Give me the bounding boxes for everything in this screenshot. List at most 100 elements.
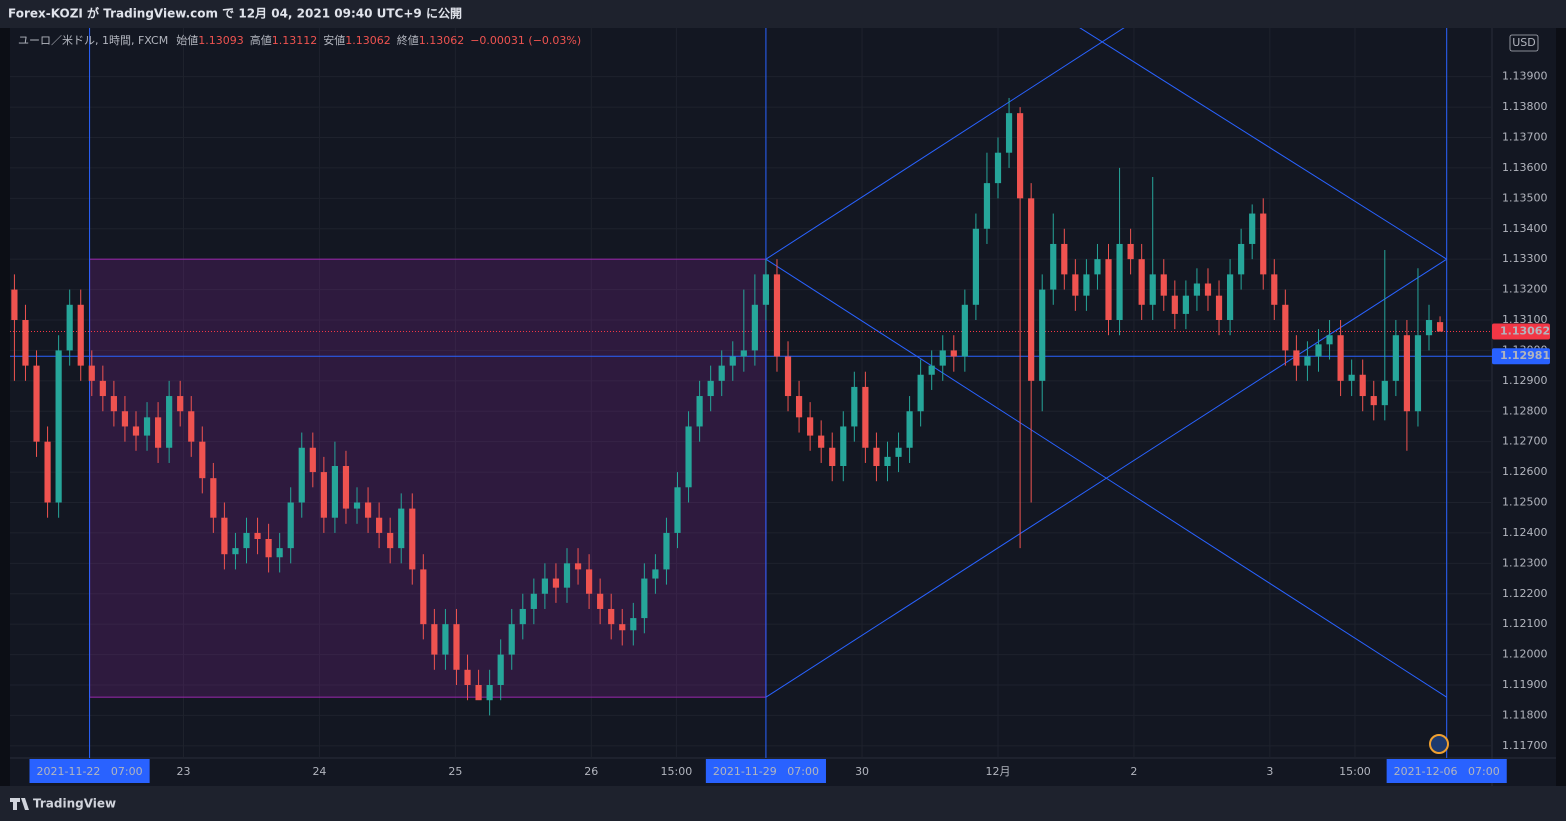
y-tick-label: 1.12600 (1502, 465, 1548, 478)
candle-body (1226, 274, 1234, 320)
candle-body (1039, 289, 1046, 381)
price-badge-label: 1.12981 (1500, 349, 1550, 362)
candle-body (298, 447, 305, 503)
price-badge (1492, 323, 1550, 340)
candle-body (696, 396, 703, 427)
candle-body (33, 365, 40, 442)
candle-body (784, 356, 792, 397)
candle-body (1005, 113, 1013, 153)
axes: 1.11700 1.11800 1.11900 1.12000 1.12100 1.122… (29, 70, 1550, 783)
candle-body (1160, 274, 1167, 296)
candle-body (619, 624, 626, 631)
y-tick-label: 1.11900 (1502, 678, 1548, 691)
ohlc-value: 1.13062 (419, 34, 465, 47)
ohlc-legend: ユーロ／米ドル, 1時間, FXCM 始値1.13093 高値1.13112 安値1.… (18, 33, 581, 47)
x-tick-label: 25 (448, 765, 462, 778)
candle-body (1260, 213, 1267, 275)
candle-body (630, 618, 637, 631)
candle-body (685, 426, 692, 488)
candle-body (586, 569, 593, 594)
candle-body (265, 539, 272, 558)
candle-body (652, 569, 659, 579)
candle-body (1304, 356, 1311, 366)
candle-body (1204, 283, 1212, 296)
candle-body (1138, 259, 1145, 305)
candle-body (1392, 335, 1399, 381)
y-tick-label: 1.12700 (1502, 435, 1548, 448)
symbol: ユーロ／米ドル, 1時間, FXCM (18, 34, 168, 47)
candle-body (66, 304, 73, 351)
candle-body (342, 466, 350, 509)
candle-body (707, 380, 714, 397)
x-tick-label: 2021-11-29 07:00 (713, 765, 819, 778)
y-tick-label: 1.11800 (1502, 708, 1548, 721)
ohlc-label: 高値 (250, 33, 272, 47)
candle-body (1249, 213, 1256, 244)
candle-body (398, 508, 405, 549)
candle-body (1370, 396, 1377, 406)
candle-body (121, 411, 129, 427)
candle-body (486, 685, 493, 701)
trend-line (765, 28, 1125, 260)
candle-body (795, 396, 803, 418)
candle-body (1348, 374, 1355, 381)
y-tick-label: 1.12100 (1502, 617, 1548, 630)
candle-body (1028, 198, 1035, 381)
candle-body (199, 441, 206, 479)
candle-body (972, 228, 979, 305)
candle-body (895, 447, 902, 457)
candle-body (917, 374, 924, 412)
x-tick-label: 24 (312, 765, 326, 778)
candle-body (851, 386, 858, 427)
candle-body (431, 624, 438, 655)
candle-body (1193, 283, 1201, 296)
candle-body (729, 356, 736, 366)
y-tick-label: 1.13500 (1502, 191, 1548, 204)
publish-title: Forex-KOZI が TradingView.com で 12月 04, 2… (8, 6, 462, 21)
candle-body (1105, 259, 1112, 320)
y-tick-label: 1.12400 (1502, 526, 1548, 539)
candle-body (563, 563, 571, 588)
candle-body (1182, 295, 1189, 314)
ohlc-label: 始値 (176, 33, 198, 47)
candle-body (166, 396, 173, 448)
candle-body (1127, 243, 1134, 260)
currency: USD (1512, 36, 1536, 49)
footer-bar (0, 786, 1566, 821)
header-bar (0, 0, 1566, 28)
candle-body (597, 593, 604, 609)
candle-body (718, 365, 725, 381)
candle-body (364, 502, 372, 518)
candle-body (1403, 335, 1410, 412)
candle-body (508, 624, 515, 655)
candle-body (1337, 335, 1344, 381)
candle-body (88, 365, 95, 381)
x-tick-label: 15:00 (661, 765, 693, 778)
x-tick-label: 2021-12-06 07:00 (1394, 765, 1500, 778)
y-tick-label: 1.13700 (1502, 131, 1548, 144)
candle-body (1149, 274, 1156, 305)
ohlc-label: 安値 (323, 33, 345, 47)
candle-body (154, 417, 162, 448)
y-tick-label: 1.12800 (1502, 404, 1548, 417)
candle-body (287, 502, 294, 549)
candle-body (464, 669, 471, 685)
ohlc-value: 1.13093 (198, 34, 244, 47)
candle-body (475, 685, 482, 701)
candle-body (387, 532, 394, 549)
currency-box (1509, 34, 1539, 52)
event-icon[interactable] (1429, 734, 1449, 754)
x-tick-label: 30 (855, 765, 869, 778)
y-tick-label: 1.13900 (1502, 70, 1548, 83)
x-tick-label: 2021-11-22 07:00 (37, 765, 143, 778)
chart-panel (10, 28, 1556, 786)
candle-body (1414, 335, 1422, 412)
range-box (89, 258, 767, 698)
candle-body (884, 456, 891, 466)
candle-body (1436, 322, 1444, 332)
candle-body (1271, 274, 1278, 305)
candle-body (320, 472, 327, 518)
candle-body (1215, 295, 1223, 320)
candles (11, 97, 1444, 716)
